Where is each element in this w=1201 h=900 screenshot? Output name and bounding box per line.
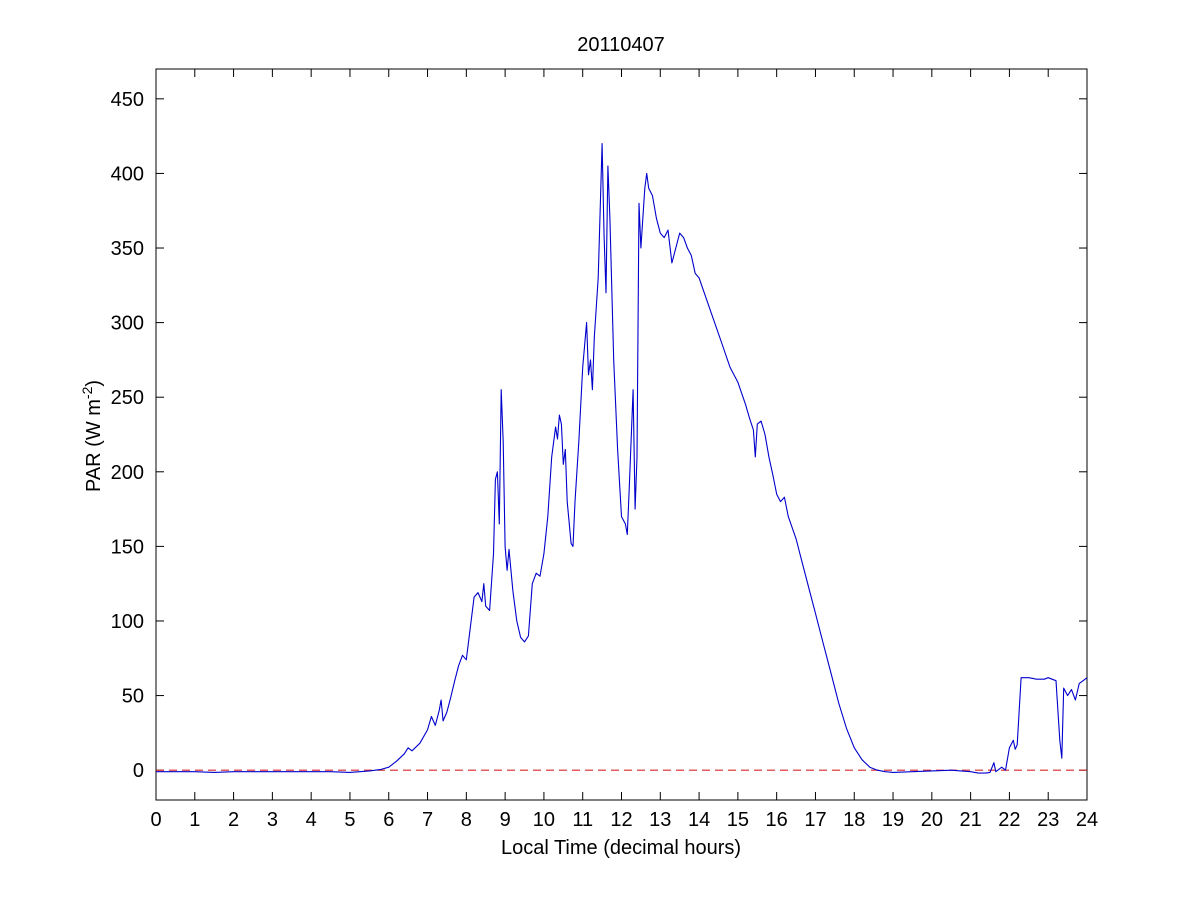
x-tick-label: 12 <box>610 809 632 831</box>
x-tick-label: 4 <box>306 809 317 831</box>
y-tick-label: 200 <box>111 462 144 484</box>
x-tick-label: 16 <box>766 809 788 831</box>
x-tick-label: 24 <box>1076 809 1098 831</box>
x-tick-label: 3 <box>267 809 278 831</box>
x-tick-label: 21 <box>960 809 982 831</box>
x-tick-label: 15 <box>727 809 749 831</box>
y-tick-label: 0 <box>133 760 144 782</box>
x-tick-label: 9 <box>500 809 511 831</box>
x-axis-label: Local Time (decimal hours) <box>501 837 741 859</box>
y-tick-label: 350 <box>111 238 144 260</box>
x-tick-label: 19 <box>882 809 904 831</box>
y-axis-ticks: 0 50 100 150 200 250 300 350 400 450 <box>111 89 1087 782</box>
y-tick-label: 50 <box>122 686 144 708</box>
plot-area <box>155 68 1088 801</box>
y-axis-label-end: ) <box>83 380 105 387</box>
x-tick-label: 10 <box>533 809 555 831</box>
x-tick-label: 2 <box>228 809 239 831</box>
x-tick-label: 6 <box>383 809 394 831</box>
x-tick-label: 5 <box>344 809 355 831</box>
chart-title: 20110407 <box>577 34 665 56</box>
y-axis-label-superscript: -2 <box>79 386 95 399</box>
y-tick-label: 150 <box>111 536 144 558</box>
y-tick-label: 300 <box>111 313 144 335</box>
y-axis-label-main: PAR (W m <box>83 399 105 492</box>
x-tick-label: 14 <box>688 809 710 831</box>
x-tick-label: 13 <box>649 809 671 831</box>
y-axis-label: PAR (W m-2) <box>79 380 105 492</box>
x-tick-label: 7 <box>422 809 433 831</box>
x-tick-label: 1 <box>189 809 200 831</box>
y-tick-label: 250 <box>111 387 144 409</box>
x-tick-label: 8 <box>461 809 472 831</box>
y-tick-label: 100 <box>111 611 144 633</box>
y-tick-label: 400 <box>111 163 144 185</box>
x-axis-ticks: 0 1 2 3 4 5 6 7 8 9 10 11 12 13 14 15 16 17 18 19 20 21 22 23 24 <box>150 69 1098 831</box>
y-tick-label: 450 <box>111 89 144 111</box>
x-tick-label: 0 <box>150 809 161 831</box>
x-tick-label: 23 <box>1037 809 1059 831</box>
x-tick-label: 11 <box>572 809 593 831</box>
x-tick-label: 18 <box>843 809 865 831</box>
x-tick-label: 20 <box>921 809 943 831</box>
x-tick-label: 22 <box>998 809 1020 831</box>
par-series-line <box>156 143 1088 774</box>
x-tick-label: 17 <box>804 809 826 831</box>
